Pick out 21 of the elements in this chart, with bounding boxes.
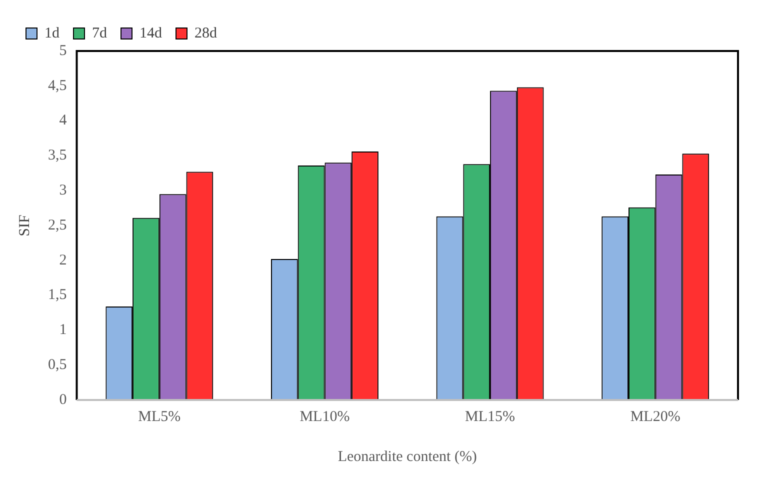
y-tick-label: 4 — [59, 112, 68, 129]
legend-label: 28d — [194, 25, 218, 42]
legend-label: 14d — [140, 25, 162, 42]
y-axis-title: SIF — [16, 214, 33, 236]
y-tick-label: 1 — [59, 322, 67, 338]
x-tick-label: ML20% — [630, 408, 680, 425]
y-tick-label: 2,5 — [48, 217, 67, 234]
x-axis-title: Leonardite content (%) — [338, 448, 477, 465]
y-tick-label: 5 — [59, 42, 67, 59]
y-tick-label: 2 — [59, 252, 67, 268]
legend-label: 1d — [44, 25, 60, 42]
y-tick-label: 0,5 — [48, 357, 67, 374]
y-tick-label: 4,5 — [48, 78, 67, 94]
x-tick-label: ML5% — [138, 408, 181, 425]
x-tick-label: ML10% — [300, 408, 350, 425]
y-tick-label: 3,5 — [48, 148, 67, 164]
legend-label: 7d — [92, 25, 108, 42]
x-tick-label: ML15% — [465, 408, 516, 425]
y-tick-label: 1,5 — [48, 287, 67, 304]
y-tick-label: 0 — [59, 392, 67, 408]
y-tick-label: 3 — [59, 182, 67, 199]
